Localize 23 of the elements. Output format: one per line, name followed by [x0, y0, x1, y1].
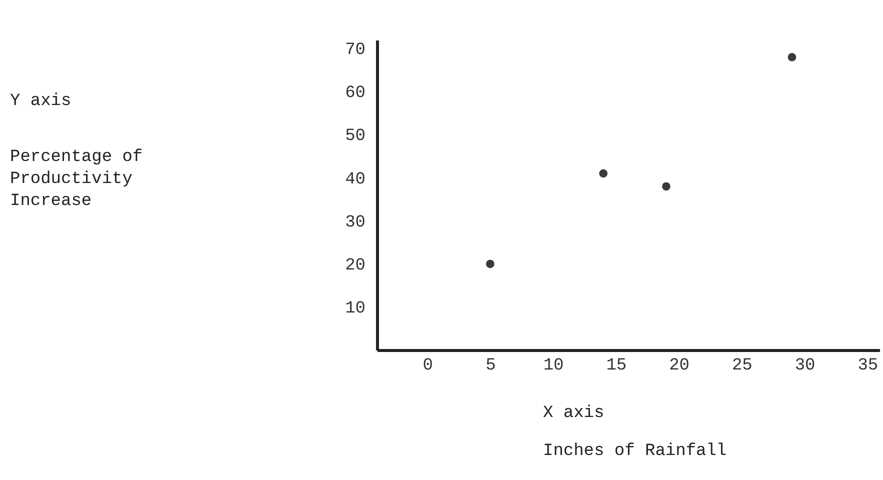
point: [599, 169, 608, 178]
y-tick-label: 30: [345, 213, 366, 232]
x-tick-label: 20: [669, 356, 690, 376]
y-tick-label: 20: [345, 256, 366, 276]
x-axis-title: X axis: [543, 404, 604, 423]
point: [662, 182, 670, 191]
y-tick-label: 70: [345, 41, 366, 60]
y-tick-label: 40: [345, 170, 366, 190]
text: Inches of Rainfall: [543, 442, 727, 461]
x-tick-label: 15: [606, 356, 627, 376]
y-tick-label: 50: [345, 127, 366, 146]
point: [788, 53, 796, 62]
x-tick-label: 10: [543, 356, 564, 376]
x-tick-label: 30: [794, 356, 816, 376]
x-tick-label: 5: [486, 356, 496, 376]
y-tick-label: 60: [345, 84, 366, 104]
text: Percentage of Productivity Increase: [10, 148, 143, 211]
point: [486, 260, 494, 268]
x-tick-label: 35: [858, 356, 878, 376]
text: Y axis: [10, 92, 72, 111]
x-tick-label: 0: [422, 356, 433, 376]
x-tick-label: 25: [732, 356, 752, 376]
y-tick-label: 10: [345, 299, 366, 318]
